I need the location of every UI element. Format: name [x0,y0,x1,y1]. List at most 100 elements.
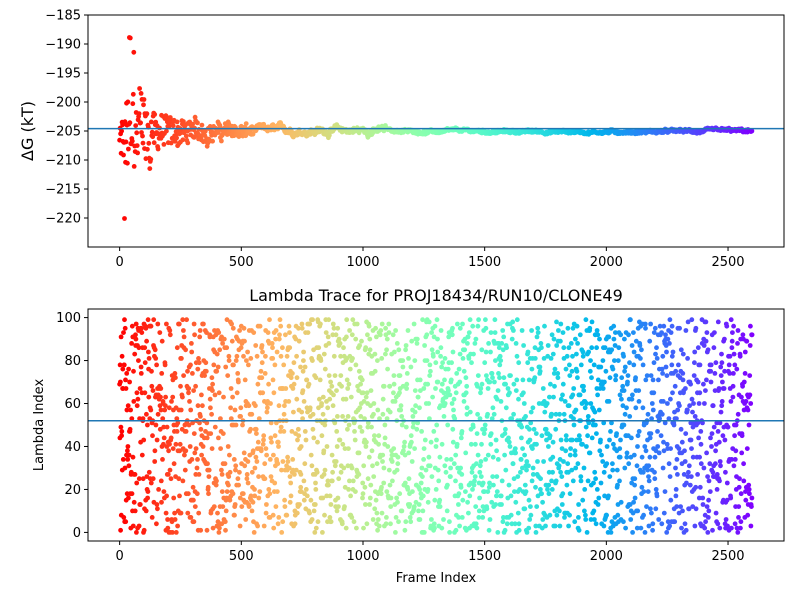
lambda-point [161,424,167,430]
lambda-point [494,448,499,454]
lambda-point [489,416,495,421]
lambda-point [717,478,722,484]
lambda-point [704,377,709,383]
lambda-point [447,530,452,535]
lambda-point [677,403,682,409]
lambda-point [611,323,617,329]
lambda-point [738,525,743,531]
lambda-point [279,530,285,535]
lambda-point [731,463,737,469]
lambda-point [473,441,478,447]
lambda-point [375,527,380,533]
lambda-point [301,399,307,404]
lambda-point [290,457,296,462]
lambda-point [483,349,489,355]
lambda-point [158,386,164,391]
lambda-point [685,356,690,361]
lambda-point [600,459,606,464]
lambda-point [572,452,578,458]
lambda-point [682,459,688,464]
lambda-point [598,480,604,486]
lambda-point [365,424,371,430]
lambda-point [693,506,699,512]
lambda-point [132,351,138,357]
lambda-point [567,452,573,458]
lambda-point [663,332,668,338]
lambda-point [746,422,752,428]
lambda-point [619,375,625,381]
lambda-point [444,457,450,462]
lambda-point [437,497,443,503]
lambda-point [570,353,575,359]
lambda-point [164,321,169,327]
lambda-point [441,414,447,419]
lambda-point [439,525,445,531]
lambda-point [297,502,302,507]
lambda-point [190,484,196,490]
lambda-point [597,448,603,454]
lambda-point [711,424,717,430]
lambda-point [420,493,426,499]
lambda-point [628,517,634,522]
lambda-point [630,510,636,516]
lambda-point [653,506,659,512]
lambda-point [480,504,486,509]
lambda-point [457,351,463,357]
y-tick-label: −210 [45,154,81,169]
lambda-point [379,321,385,327]
lambda-point [298,472,304,477]
dg-point [170,123,176,129]
lambda-point [203,368,209,374]
lambda-point [159,499,164,505]
lambda-point [660,465,666,471]
lambda-point [529,478,535,484]
lambda-point [318,358,324,363]
lambda-point [502,527,508,533]
lambda-point [408,364,414,370]
lambda-point [749,495,755,501]
lambda-point [640,469,646,475]
lambda-point [273,328,279,333]
dg-point [125,160,130,166]
lambda-point [313,480,318,486]
lambda-point [242,463,248,469]
lambda-point [363,444,369,449]
lambda-point [137,386,143,391]
lambda-point [742,371,748,376]
lambda-point [164,424,170,430]
lambda-point [551,371,557,376]
lambda-point [599,452,604,458]
lambda-point [308,497,314,503]
lambda-point [431,334,437,340]
lambda-point [390,478,395,484]
lambda-point [528,504,533,509]
lambda-point [601,420,607,426]
lambda-point [546,491,552,497]
lambda-point [698,461,704,467]
lambda-point [584,401,589,406]
lambda-point [155,321,161,327]
lambda-point [253,454,259,460]
lambda-point [581,388,587,393]
lambda-point [288,493,294,499]
lambda-point [316,345,322,351]
lambda-point [309,517,315,522]
lambda-point [321,351,327,357]
lambda-point [432,525,437,531]
lambda-point [732,362,738,368]
lambda-point [666,461,672,467]
lambda-point [161,489,167,494]
lambda-point [573,465,579,471]
lambda-point [239,504,245,509]
lambda-point [361,463,367,469]
lambda-point [368,403,373,409]
lambda-point [732,521,738,527]
lambda-point [270,345,275,351]
lambda-point [313,487,319,492]
lambda-point [384,489,390,494]
lambda-point [659,366,665,372]
lambda-point [546,469,552,475]
lambda-point [454,441,460,447]
lambda-point [181,373,187,378]
lambda-point [475,383,480,389]
